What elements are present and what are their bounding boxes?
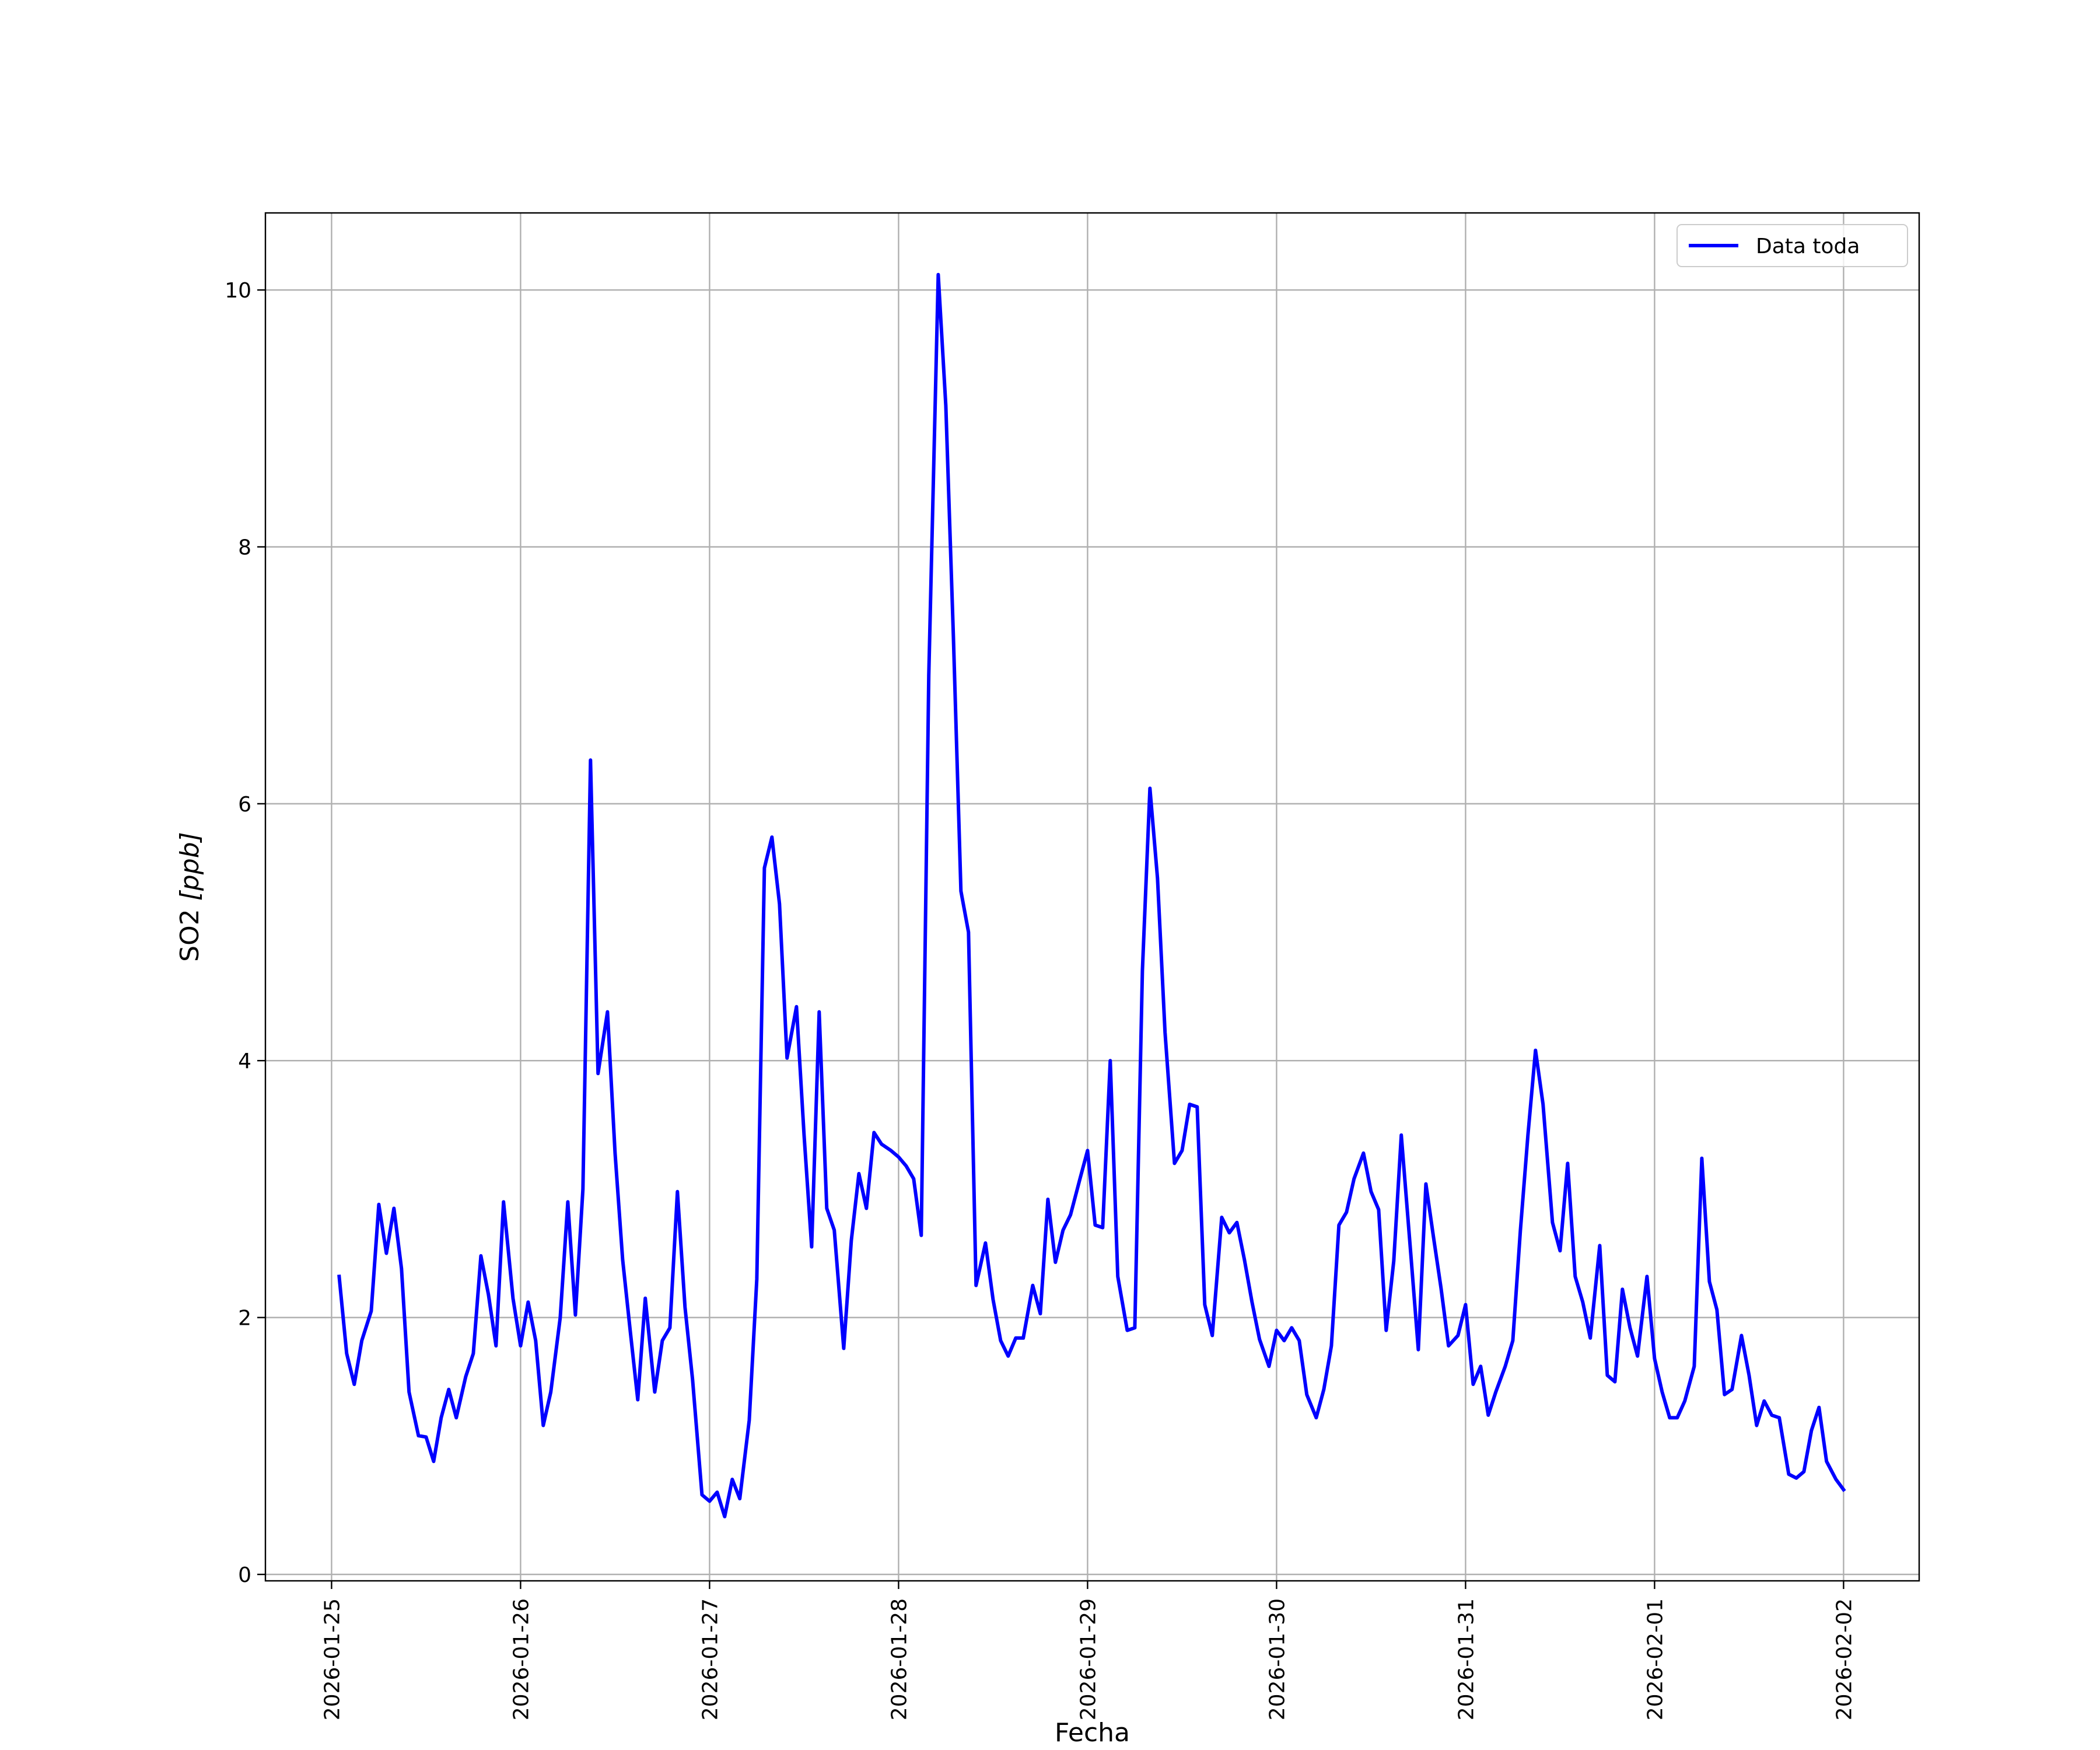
x-tick-labels: 2026-01-25 2026-01-26 2026-01-27 2026-01-28…	[320, 1598, 1856, 1720]
series-lines	[337, 272, 1846, 1518]
x-tick-label: 2026-01-25	[320, 1598, 344, 1720]
x-tick-label: 2026-01-26	[509, 1598, 533, 1720]
y-tick-label: 2	[238, 1307, 251, 1331]
y-tick-label: 6	[238, 793, 251, 817]
x-tick-label: 2026-02-01	[1643, 1598, 1667, 1720]
x-axis-title: Fecha	[1055, 1718, 1130, 1748]
x-tick-label: 2026-01-27	[698, 1598, 722, 1720]
legend-label: Data toda	[1756, 235, 1860, 258]
y-tick-label: 0	[238, 1563, 251, 1587]
x-tick-label: 2026-01-28	[887, 1598, 911, 1720]
y-tick-label: 8	[238, 536, 251, 559]
x-tick-label: 2026-01-29	[1076, 1598, 1100, 1720]
y-axis-title-main: SO2	[175, 901, 205, 962]
x-tick-label: 2026-02-02	[1832, 1598, 1856, 1720]
plot-frame	[264, 212, 1920, 1582]
y-tick-labels: 0 2 4 6 8 10	[225, 279, 251, 1587]
legend-box	[1676, 224, 1908, 267]
x-tick-label: 2026-01-31	[1454, 1598, 1478, 1720]
y-axis-title-unit: [ppb]	[175, 832, 205, 901]
legend: Data toda	[1676, 224, 1908, 267]
y-tick-label: 10	[225, 279, 251, 303]
y-tick-label: 4	[238, 1049, 251, 1073]
series-line	[337, 272, 1846, 1518]
y-axis-title: SO2 [ppb]	[175, 832, 205, 962]
x-tick-label: 2026-01-30	[1265, 1598, 1289, 1720]
axis-ticks	[257, 289, 1845, 1589]
